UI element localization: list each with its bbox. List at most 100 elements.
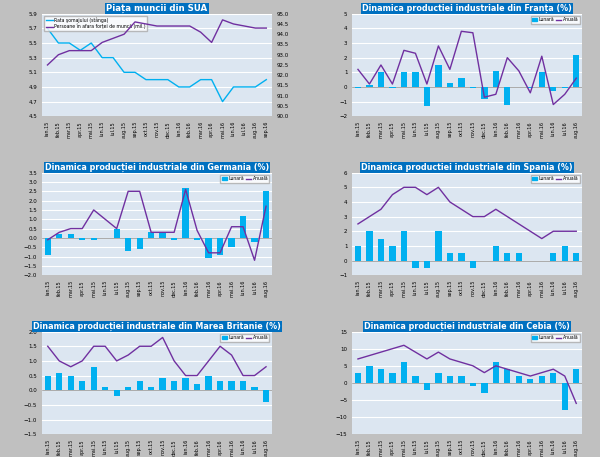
Bar — [412, 72, 419, 87]
Bar — [263, 191, 269, 238]
Bar — [562, 87, 568, 88]
Legend: Lunară, Anuală: Lunară, Anuală — [220, 334, 269, 342]
Bar — [102, 387, 109, 390]
Bar — [137, 238, 143, 249]
Bar — [470, 383, 476, 386]
Bar — [504, 369, 511, 383]
Bar — [573, 253, 580, 260]
Title: Dinamica producției industriale din Marea Britanie (%): Dinamica producției industriale din Mare… — [33, 322, 281, 331]
Bar — [470, 260, 476, 268]
Legend: Rata şomajului (stânga), Persoane în afara forței de muncă (mil.): Rata şomajului (stânga), Persoane în afa… — [44, 16, 147, 31]
Bar — [229, 238, 235, 247]
Bar — [378, 369, 384, 383]
Bar — [240, 216, 246, 238]
Bar — [366, 231, 373, 260]
Bar — [91, 367, 97, 390]
Bar — [79, 382, 85, 390]
Bar — [251, 387, 258, 390]
Bar — [44, 376, 51, 390]
Bar — [68, 234, 74, 238]
Bar — [355, 372, 361, 383]
Bar — [182, 378, 189, 390]
Bar — [56, 234, 62, 238]
Bar — [56, 372, 62, 390]
Bar — [481, 383, 487, 393]
Bar — [504, 253, 511, 260]
Bar — [401, 231, 407, 260]
Bar — [527, 379, 533, 383]
Bar — [251, 238, 258, 242]
Bar — [160, 232, 166, 238]
Bar — [137, 382, 143, 390]
Bar — [458, 376, 464, 383]
Bar — [240, 382, 246, 390]
Bar — [412, 260, 419, 268]
Bar — [91, 238, 97, 240]
Bar — [447, 376, 453, 383]
Bar — [113, 390, 120, 396]
Bar — [217, 238, 223, 255]
Bar — [263, 390, 269, 402]
Bar — [355, 246, 361, 260]
Legend: Lunară, Anuală: Lunară, Anuală — [530, 175, 580, 183]
Bar — [125, 387, 131, 390]
Bar — [458, 78, 464, 87]
Bar — [504, 87, 511, 105]
Bar — [447, 83, 453, 87]
Title: Piața muncii din SUA: Piața muncii din SUA — [106, 4, 208, 13]
Bar — [470, 87, 476, 88]
Bar — [366, 85, 373, 87]
Bar — [113, 228, 120, 238]
Bar — [493, 362, 499, 383]
Bar — [424, 87, 430, 106]
Bar — [217, 382, 223, 390]
Bar — [401, 72, 407, 87]
Bar — [550, 372, 556, 383]
Bar — [515, 376, 522, 383]
Bar — [493, 246, 499, 260]
Bar — [412, 376, 419, 383]
Bar — [205, 238, 212, 258]
Bar — [389, 372, 395, 383]
Bar — [171, 382, 177, 390]
Bar — [527, 87, 533, 88]
Bar — [573, 55, 580, 87]
Bar — [481, 87, 487, 99]
Bar — [366, 366, 373, 383]
Bar — [389, 246, 395, 260]
Bar — [401, 362, 407, 383]
Bar — [550, 87, 556, 91]
Title: Dinamica producției industriale din Germania (%): Dinamica producției industriale din Germ… — [45, 163, 269, 172]
Bar — [44, 238, 51, 255]
Bar — [378, 239, 384, 260]
Title: Dinamica productiei industriale din Spania (%): Dinamica productiei industriale din Span… — [361, 163, 573, 172]
Bar — [435, 231, 442, 260]
Bar — [447, 253, 453, 260]
Bar — [573, 369, 580, 383]
Bar — [424, 260, 430, 268]
Bar — [539, 72, 545, 87]
Bar — [424, 383, 430, 390]
Bar — [171, 238, 177, 240]
Legend: Lunară, Anuală: Lunară, Anuală — [220, 175, 269, 183]
Bar — [378, 72, 384, 87]
Bar — [79, 238, 85, 240]
Bar — [389, 87, 395, 88]
Bar — [515, 253, 522, 260]
Bar — [539, 376, 545, 383]
Bar — [194, 384, 200, 390]
Bar — [435, 372, 442, 383]
Bar — [148, 232, 154, 238]
Bar — [550, 253, 556, 260]
Bar — [458, 253, 464, 260]
Bar — [125, 238, 131, 251]
Bar — [355, 87, 361, 88]
Bar — [435, 65, 442, 87]
Bar — [148, 387, 154, 390]
Bar — [562, 383, 568, 410]
Title: Dinamica producției industriale din Cebia (%): Dinamica producției industriale din Cebi… — [364, 322, 570, 331]
Bar — [562, 246, 568, 260]
Bar — [160, 378, 166, 390]
Legend: Lunară, Anuală: Lunară, Anuală — [530, 334, 580, 342]
Title: Dinamica productiei industriale din Franța (%): Dinamica productiei industriale din Fran… — [362, 4, 572, 13]
